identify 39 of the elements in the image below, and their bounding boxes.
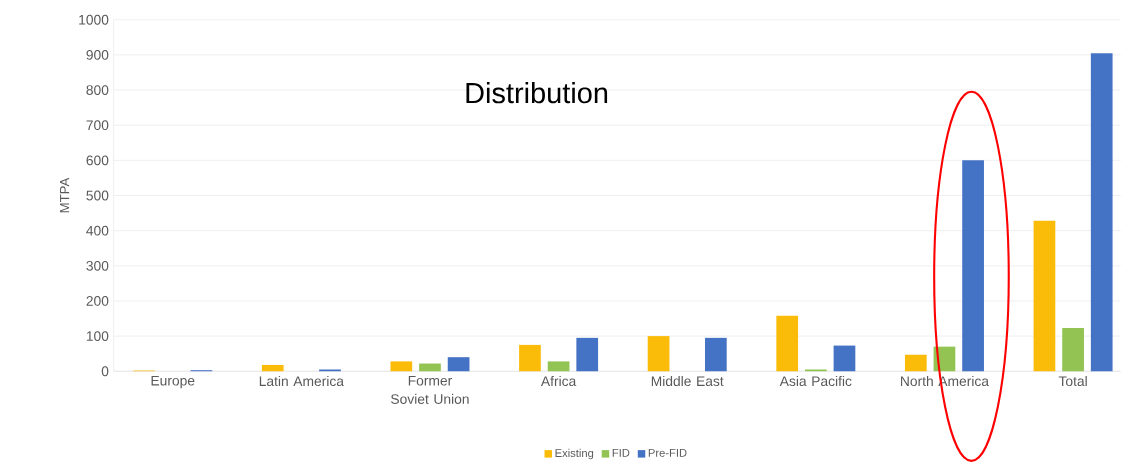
- y-tick-label: 500: [86, 190, 109, 201]
- x-tick-label: Total: [1058, 375, 1087, 386]
- bar: [1033, 220, 1056, 372]
- legend-label: FID: [612, 448, 630, 457]
- x-tick-label: Middle East: [651, 375, 724, 386]
- bar: [1062, 327, 1084, 372]
- y-tick-label: 200: [86, 295, 109, 306]
- bar: [962, 160, 984, 372]
- y-tick-label: 900: [86, 49, 109, 60]
- y-tick-label: 800: [86, 85, 109, 95]
- x-tick-label: Former Soviet Union: [391, 375, 469, 404]
- bar: [447, 357, 470, 372]
- x-tick-label: Africa: [540, 375, 577, 386]
- bar: [261, 364, 284, 372]
- bar: [776, 315, 799, 372]
- y-axis-title: MTPA: [60, 177, 70, 213]
- legend-label: Pre-FID: [648, 448, 687, 457]
- y-tick-label: 300: [86, 260, 109, 271]
- y-tick-label: 1000: [79, 14, 109, 25]
- legend-label: Existing: [555, 448, 594, 460]
- y-tick-label: 100: [86, 331, 109, 341]
- bar: [704, 337, 727, 372]
- bar: [833, 345, 856, 372]
- bar: [1090, 53, 1113, 372]
- text: Distribution: [466, 81, 608, 104]
- bar: [576, 337, 599, 372]
- y-tick-label: 400: [86, 225, 109, 236]
- x-tick-label: Asia Pacific: [779, 375, 852, 386]
- x-tick-label: Latin America: [259, 375, 344, 386]
- bar: [519, 344, 541, 372]
- y-tick-label: 0: [101, 366, 109, 377]
- bar: [547, 361, 570, 372]
- bar: [419, 363, 441, 372]
- y-tick-label: 600: [86, 155, 109, 166]
- bar: [904, 354, 927, 372]
- x-tick-label: Europe: [151, 375, 195, 389]
- bar: [647, 336, 670, 372]
- y-tick-label: 700: [86, 120, 109, 131]
- bar: [390, 361, 413, 372]
